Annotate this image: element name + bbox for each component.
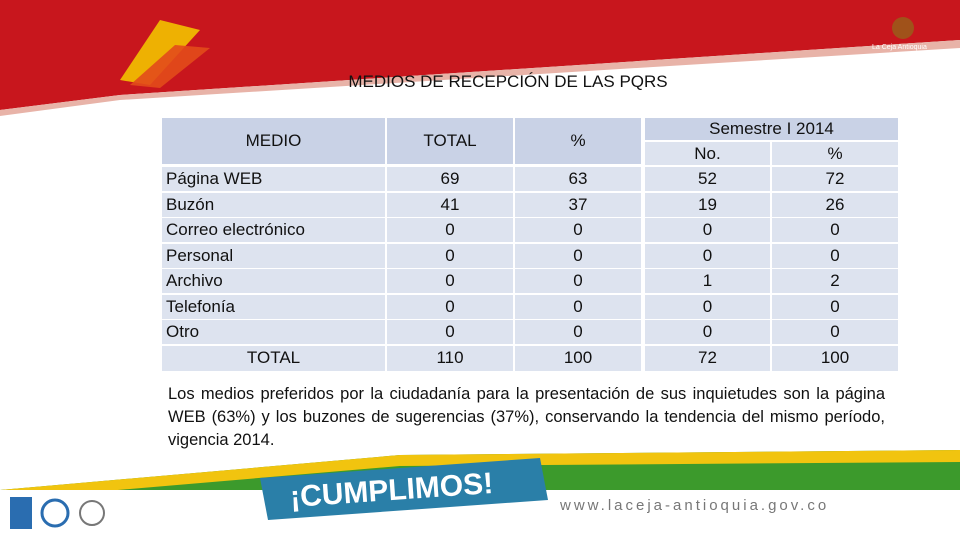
table-cell: 1 (645, 269, 770, 293)
column-header: TOTAL (387, 118, 513, 164)
row-label: Otro (162, 320, 385, 344)
table-cell: 0 (387, 218, 513, 242)
row-label: Personal (162, 243, 385, 268)
table-cell: 0 (515, 218, 641, 242)
row-label: Archivo (162, 269, 385, 293)
group-header: Semestre I 2014 (645, 118, 898, 140)
table-cell: 0 (515, 320, 641, 344)
column-header: MEDIO (162, 118, 385, 164)
table-cell: 63 (515, 167, 641, 191)
table-cell: 0 (645, 218, 770, 242)
table-cell: 0 (387, 320, 513, 344)
row-label: Buzón (162, 192, 385, 217)
total-cell: 100 (772, 345, 898, 371)
table-cell: 0 (772, 294, 898, 319)
table-cell: 0 (515, 269, 641, 293)
table-cell: 37 (515, 192, 641, 217)
row-label: Página WEB (162, 167, 385, 191)
table-cell: 0 (387, 243, 513, 268)
total-cell: 72 (645, 345, 770, 371)
paragraph: Los medios preferidos por la ciudadanía … (168, 385, 885, 449)
table-cell: 72 (772, 167, 898, 191)
table-cell: 19 (645, 192, 770, 217)
total-label: TOTAL (162, 345, 385, 371)
table-cell: 0 (645, 320, 770, 344)
table-cell: 0 (645, 294, 770, 319)
table-cell: 0 (515, 294, 641, 319)
brand: La Ceja Antioquia (872, 44, 927, 51)
table-cell: 0 (772, 320, 898, 344)
total-cell: 100 (515, 345, 641, 371)
table-cell: 0 (772, 218, 898, 242)
table-cell: 52 (645, 167, 770, 191)
sub-header: % (772, 142, 898, 165)
slide-title: MEDIOS DE RECEPCIÓN DE LAS PQRS (348, 72, 668, 91)
table-cell: 0 (387, 269, 513, 293)
table-cell: 0 (387, 294, 513, 319)
url: www.laceja-antioquia.gov.co (560, 497, 830, 514)
table-cell: 26 (772, 192, 898, 217)
row-label: Telefonía (162, 294, 385, 319)
table-cell: 69 (387, 167, 513, 191)
sub-header: No. (645, 142, 770, 165)
column-header: % (515, 118, 641, 164)
total-cell: 110 (387, 345, 513, 371)
table-cell: 0 (515, 243, 641, 268)
table-cell: 2 (772, 269, 898, 293)
table-cell: 0 (645, 243, 770, 268)
row-label: Correo electrónico (162, 218, 385, 242)
table-cell: 41 (387, 192, 513, 217)
table-cell: 0 (772, 243, 898, 268)
